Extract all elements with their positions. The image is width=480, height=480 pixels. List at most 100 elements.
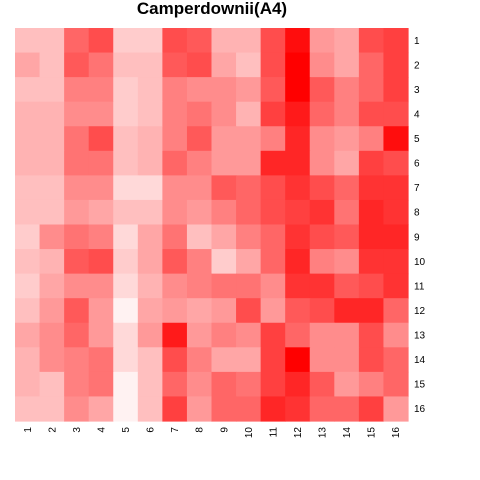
heatmap-cell-r14-c3	[64, 347, 89, 372]
heatmap-cell-r8-c10	[236, 200, 261, 225]
heatmap-cell-r13-c10	[236, 323, 261, 348]
heatmap-cell-r11-c14	[334, 274, 359, 299]
heatmap-cell-r13-c12	[285, 323, 310, 348]
heatmap-cell-r10-c10	[236, 249, 261, 274]
heatmap-cell-r7-c2	[40, 175, 65, 200]
y-tick-label: 5	[414, 134, 420, 145]
heatmap-cell-r1-c9	[212, 28, 237, 53]
x-tick-label: 4	[96, 427, 107, 433]
heatmap-cell-r9-c9	[212, 225, 237, 250]
heatmap-cell-r11-c11	[261, 274, 286, 299]
heatmap-cell-r7-c5	[113, 175, 138, 200]
heatmap-cell-r14-c8	[187, 347, 212, 372]
heatmap-cell-r2-c7	[162, 53, 187, 78]
heatmap-cell-r14-c10	[236, 347, 261, 372]
heatmap-cell-r14-c13	[310, 347, 335, 372]
heatmap-cell-r13-c2	[40, 323, 65, 348]
heatmap-cell-r13-c9	[212, 323, 237, 348]
heatmap-cell-r16-c6	[138, 396, 163, 421]
heatmap-cell-r9-c1	[15, 225, 40, 250]
heatmap-cell-r10-c4	[89, 249, 114, 274]
heatmap-cell-r15-c5	[113, 372, 138, 397]
heatmap-cell-r6-c7	[162, 151, 187, 176]
x-tick-label: 1	[23, 427, 34, 433]
heatmap-cell-r4-c13	[310, 102, 335, 127]
heatmap-cell-r9-c3	[64, 225, 89, 250]
heatmap-cell-r5-c10	[236, 126, 261, 151]
heatmap-cell-r5-c1	[15, 126, 40, 151]
heatmap-cell-r12-c2	[40, 298, 65, 323]
heatmap-cell-r14-c9	[212, 347, 237, 372]
heatmap-cell-r6-c1	[15, 151, 40, 176]
x-tick-label: 15	[367, 427, 378, 439]
heatmap-cell-r1-c11	[261, 28, 286, 53]
heatmap-cell-r5-c4	[89, 126, 114, 151]
heatmap-cell-r8-c3	[64, 200, 89, 225]
heatmap-cell-r8-c15	[359, 200, 384, 225]
heatmap-cell-r7-c6	[138, 175, 163, 200]
heatmap-cell-r7-c15	[359, 175, 384, 200]
heatmap-cell-r3-c1	[15, 77, 40, 102]
heatmap-cell-r15-c6	[138, 372, 163, 397]
heatmap-cell-r8-c8	[187, 200, 212, 225]
heatmap-cell-r10-c6	[138, 249, 163, 274]
x-tick-label: 2	[47, 427, 58, 433]
heatmap-cell-r5-c16	[383, 126, 408, 151]
heatmap-cell-r6-c5	[113, 151, 138, 176]
heatmap-cell-r15-c10	[236, 372, 261, 397]
heatmap-cell-r5-c11	[261, 126, 286, 151]
heatmap-cell-r12-c1	[15, 298, 40, 323]
heatmap-cell-r4-c10	[236, 102, 261, 127]
heatmap-cell-r14-c6	[138, 347, 163, 372]
heatmap-cell-r12-c16	[383, 298, 408, 323]
heatmap-cell-r10-c1	[15, 249, 40, 274]
heatmap-cell-r4-c12	[285, 102, 310, 127]
x-tick-label: 12	[293, 427, 304, 439]
heatmap-cell-r11-c15	[359, 274, 384, 299]
heatmap-cell-r10-c16	[383, 249, 408, 274]
heatmap-cell-r12-c5	[113, 298, 138, 323]
heatmap-cell-r9-c15	[359, 225, 384, 250]
heatmap-cell-r1-c4	[89, 28, 114, 53]
heatmap-cell-r2-c6	[138, 53, 163, 78]
heatmap-cell-r12-c12	[285, 298, 310, 323]
heatmap-cell-r1-c5	[113, 28, 138, 53]
heatmap-cell-r12-c8	[187, 298, 212, 323]
y-tick-label: 4	[414, 109, 420, 120]
heatmap-cell-r8-c16	[383, 200, 408, 225]
heatmap-cell-r15-c15	[359, 372, 384, 397]
y-tick-label: 10	[414, 257, 426, 268]
x-tick-label: 7	[170, 427, 181, 433]
heatmap-cell-r11-c12	[285, 274, 310, 299]
heatmap-cell-r1-c1	[15, 28, 40, 53]
heatmap-cell-r7-c7	[162, 175, 187, 200]
x-tick-label: 9	[219, 427, 230, 433]
heatmap-cell-r9-c14	[334, 225, 359, 250]
heatmap-cell-r16-c13	[310, 396, 335, 421]
heatmap-cell-r4-c5	[113, 102, 138, 127]
heatmap-cell-r16-c8	[187, 396, 212, 421]
y-tick-label: 2	[414, 60, 420, 71]
heatmap-cell-r5-c6	[138, 126, 163, 151]
heatmap-cell-r14-c2	[40, 347, 65, 372]
heatmap-cell-r10-c8	[187, 249, 212, 274]
x-tick-label: 8	[195, 427, 206, 433]
heatmap-cells	[15, 28, 409, 422]
heatmap-cell-r16-c3	[64, 396, 89, 421]
heatmap-cell-r11-c3	[64, 274, 89, 299]
heatmap-cell-r16-c10	[236, 396, 261, 421]
heatmap-cell-r4-c16	[383, 102, 408, 127]
x-tick-label: 11	[268, 427, 279, 438]
heatmap-cell-r15-c9	[212, 372, 237, 397]
heatmap-cell-r7-c8	[187, 175, 212, 200]
heatmap-cell-r3-c6	[138, 77, 163, 102]
heatmap-cell-r9-c12	[285, 225, 310, 250]
heatmap-cell-r10-c3	[64, 249, 89, 274]
heatmap-cell-r16-c5	[113, 396, 138, 421]
heatmap-cell-r8-c7	[162, 200, 187, 225]
heatmap-cell-r2-c12	[285, 53, 310, 78]
heatmap-cell-r5-c7	[162, 126, 187, 151]
heatmap-cell-r3-c13	[310, 77, 335, 102]
heatmap-cell-r6-c6	[138, 151, 163, 176]
